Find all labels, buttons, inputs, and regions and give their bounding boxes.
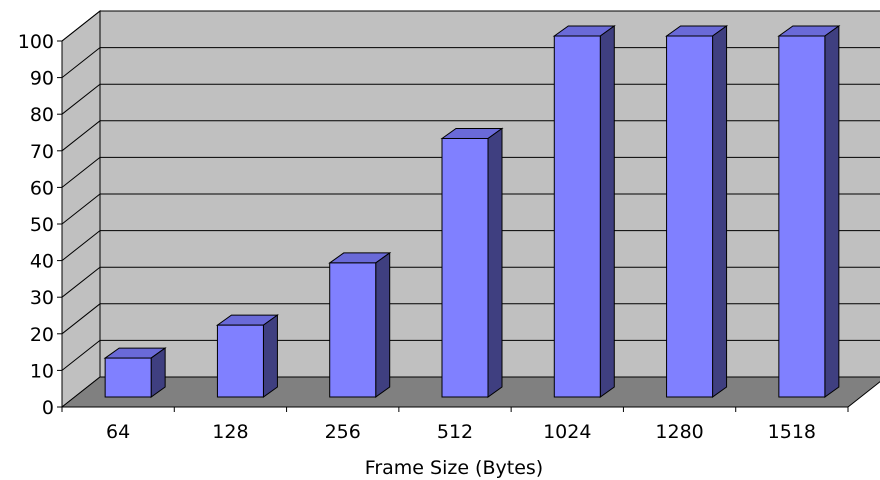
x-tick-label: 1280 <box>655 421 703 443</box>
x-tick-label: 1024 <box>543 421 591 443</box>
y-tick-label: 20 <box>30 324 54 346</box>
bar-front <box>104 357 152 398</box>
bar-side <box>262 314 278 398</box>
y-tick-label: 0 <box>42 397 54 419</box>
y-tick-label: 80 <box>30 104 54 126</box>
bars <box>103 25 841 398</box>
bar <box>777 25 841 398</box>
gridline <box>61 10 880 42</box>
bar <box>552 25 616 398</box>
bar <box>215 314 279 398</box>
bar-front <box>666 35 714 398</box>
bar-front <box>553 35 601 398</box>
bar-front <box>441 137 489 398</box>
bar <box>440 127 504 398</box>
y-tick-label: 40 <box>30 251 54 273</box>
x-tick-label: 512 <box>437 421 473 443</box>
gridline <box>61 83 880 115</box>
y-tick-label: 70 <box>30 141 54 163</box>
bar-side <box>487 127 503 398</box>
gridlines <box>61 10 880 371</box>
gridline <box>61 339 880 371</box>
x-tick-label: 256 <box>325 421 361 443</box>
y-tick-label: 10 <box>30 360 54 382</box>
bar-side <box>824 25 840 398</box>
bar-front <box>216 324 264 398</box>
bar <box>328 251 392 398</box>
bar-side <box>375 251 391 398</box>
bar <box>665 25 729 398</box>
gridline <box>61 230 880 261</box>
bar-front <box>778 35 826 398</box>
gridline <box>61 156 880 188</box>
bar-side <box>712 25 728 398</box>
axes <box>57 40 849 412</box>
y-tick-labels: 0 10 20 30 40 50 60 70 80 90 100 <box>18 31 54 419</box>
gridline <box>61 266 880 298</box>
y-tick-label: 60 <box>30 177 54 199</box>
y-tick-label: 30 <box>30 287 54 309</box>
x-axis-title: Frame Size (Bytes) <box>365 457 543 479</box>
y-tick-label: 50 <box>30 214 54 236</box>
bar-side <box>599 25 615 398</box>
bar <box>103 347 167 398</box>
x-tick-label: 128 <box>212 421 248 443</box>
x-tick-labels: 64 128 256 512 1024 1280 1518 <box>106 421 816 443</box>
x-tick-label: 1518 <box>768 421 816 443</box>
gridline <box>61 120 880 152</box>
y-tick-label: 90 <box>30 68 54 90</box>
bar-front <box>329 262 377 398</box>
y-tick-label: 100 <box>18 31 54 53</box>
gridline <box>61 193 880 225</box>
gridline <box>61 303 880 335</box>
gridline <box>61 47 880 78</box>
x-tick-label: 64 <box>106 421 130 443</box>
